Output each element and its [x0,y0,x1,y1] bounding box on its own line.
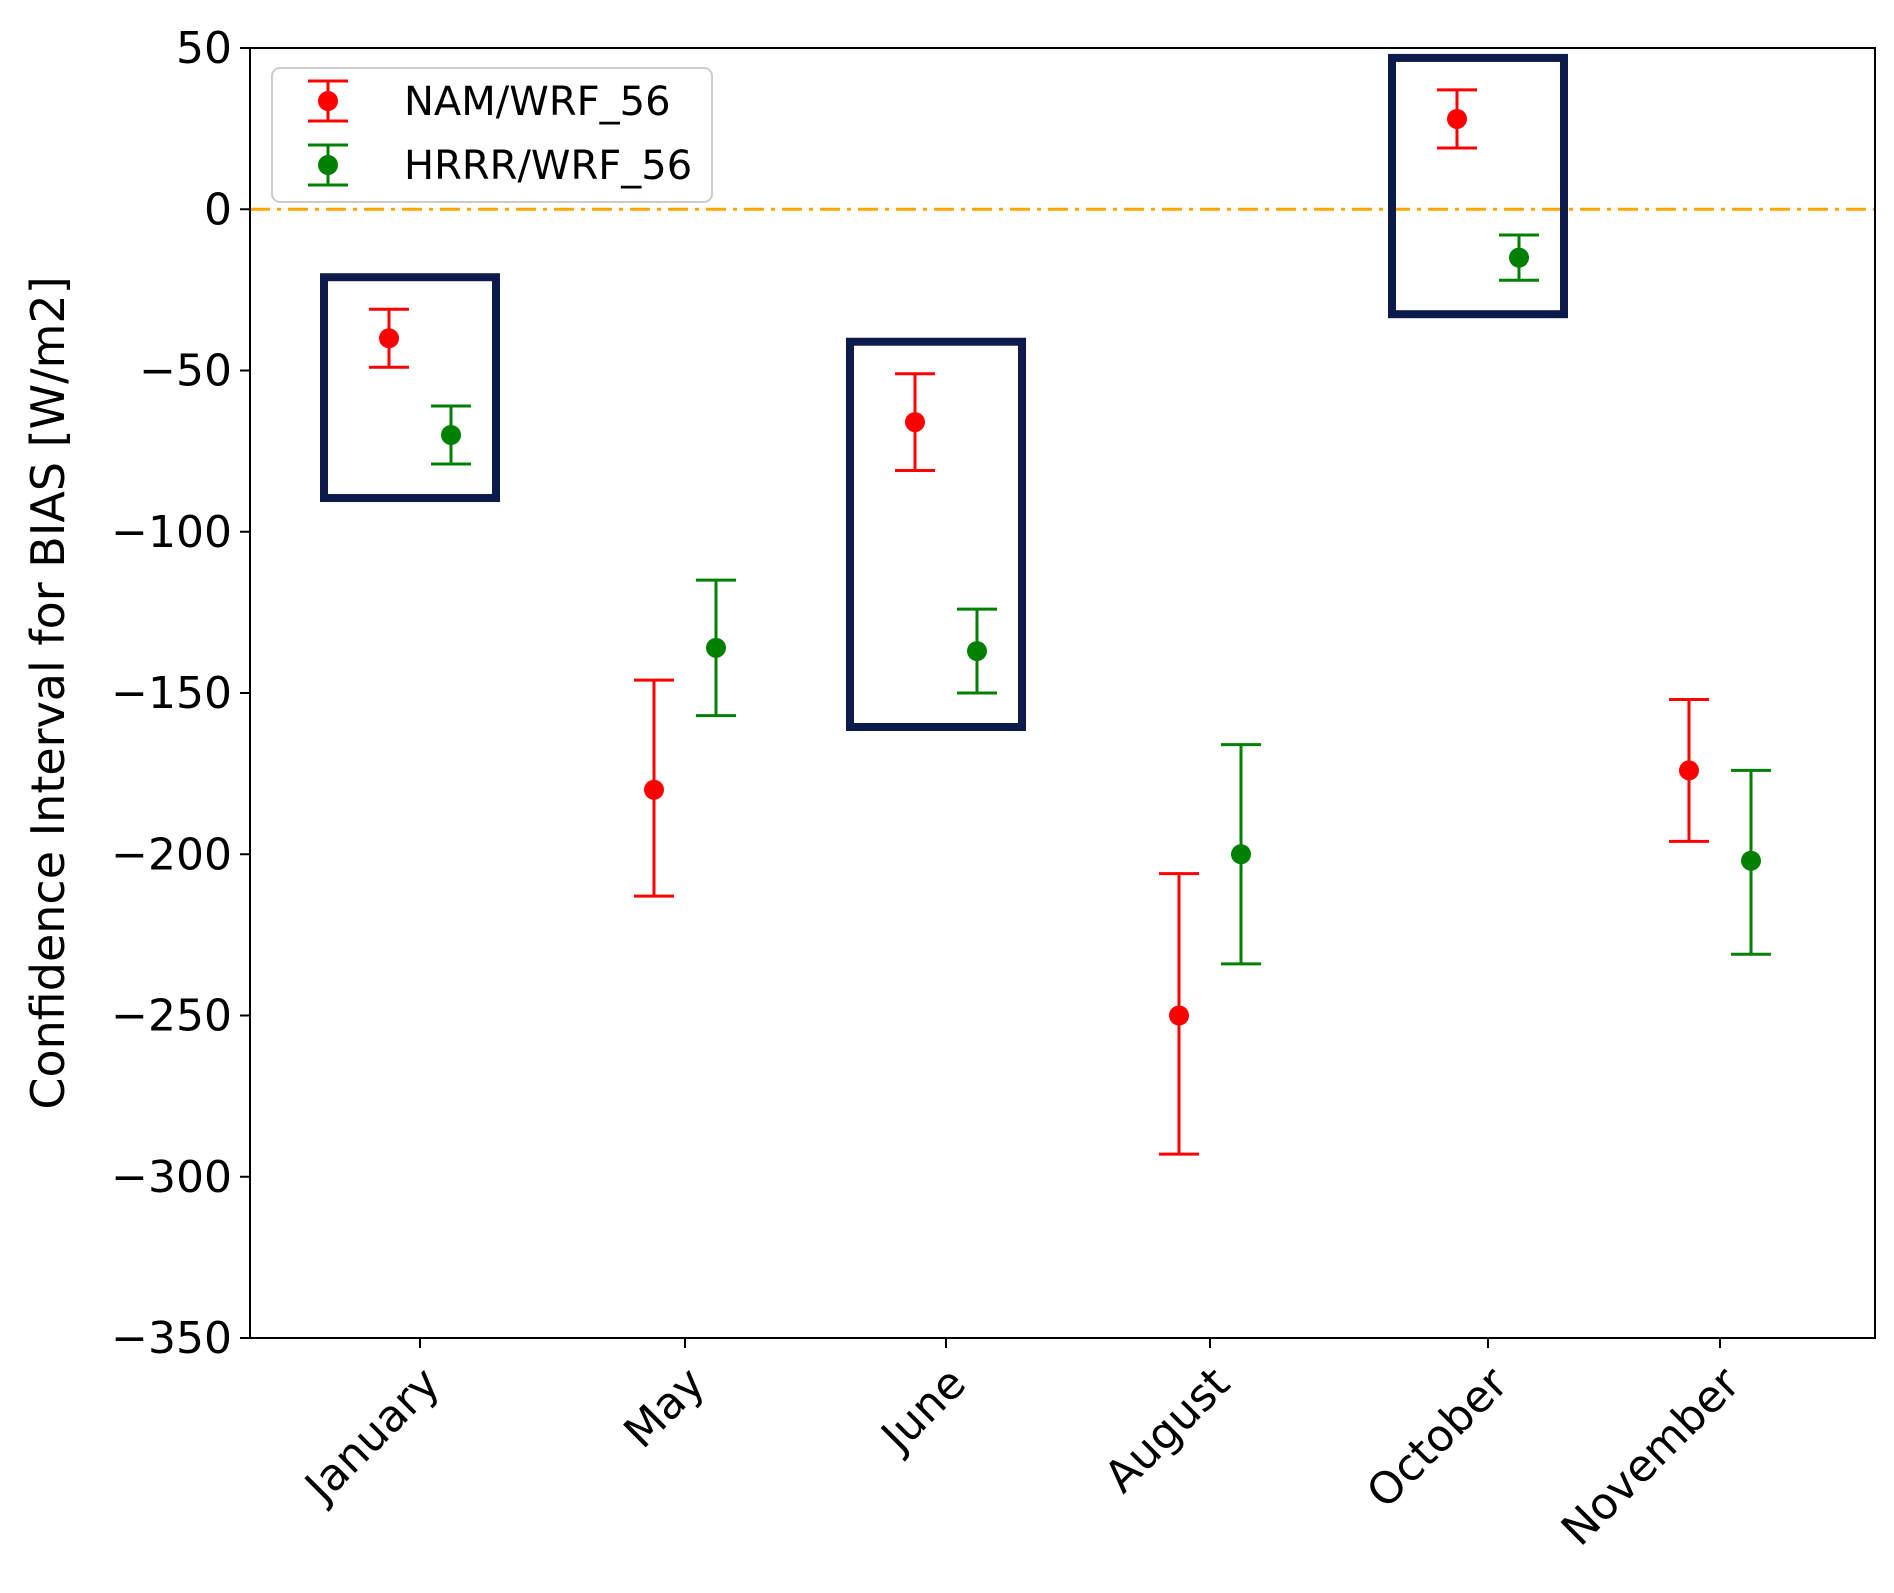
y-tick-label: −50 [139,346,232,397]
highlight-box-january [320,273,500,503]
hrrr-wrf-56-point [1741,850,1761,871]
data-layer [369,88,1771,1156]
nam-wrf-56-point [1679,760,1699,781]
highlight-box-june [846,337,1026,731]
nam-wrf-56-point [379,328,399,349]
nam-wrf-56-point [644,779,664,800]
legend-marker [318,91,338,111]
y-tick-label: −200 [111,829,232,880]
highlight-box-october [1388,53,1568,319]
legend-marker [318,155,338,175]
hrrr-wrf-56-point [1509,247,1529,268]
legend: NAM/WRF_56 HRRR/WRF_56 [271,67,713,203]
y-tick-label: 50 [176,23,232,74]
y-axis: 50 0 −50 −100 −150 −200 −250 −300 −350 [111,23,250,1364]
highlight-box-layer [320,53,1568,731]
legend-box [271,67,713,203]
nam-wrf-56-point [905,412,925,433]
hrrr-wrf-56-point [706,637,726,658]
y-tick-label: 0 [204,184,232,235]
legend-label: NAM/WRF_56 [404,79,671,125]
hrrr-wrf-56-point [967,641,987,662]
legend-label: HRRR/WRF_56 [404,143,692,189]
y-tick-label: −250 [111,991,232,1042]
nam-wrf-56-point [1169,1005,1189,1026]
y-tick-label: −300 [111,1152,232,1203]
y-tick-label: −350 [111,1313,232,1364]
y-tick-label: −100 [111,507,232,558]
hrrr-wrf-56-point [441,425,461,445]
y-axis-title: Confidence Interval for BIAS [W/m2] [21,276,75,1109]
y-tick-label: −150 [111,668,232,719]
nam-wrf-56-point [1447,108,1467,129]
hrrr-wrf-56-point [1231,844,1251,865]
